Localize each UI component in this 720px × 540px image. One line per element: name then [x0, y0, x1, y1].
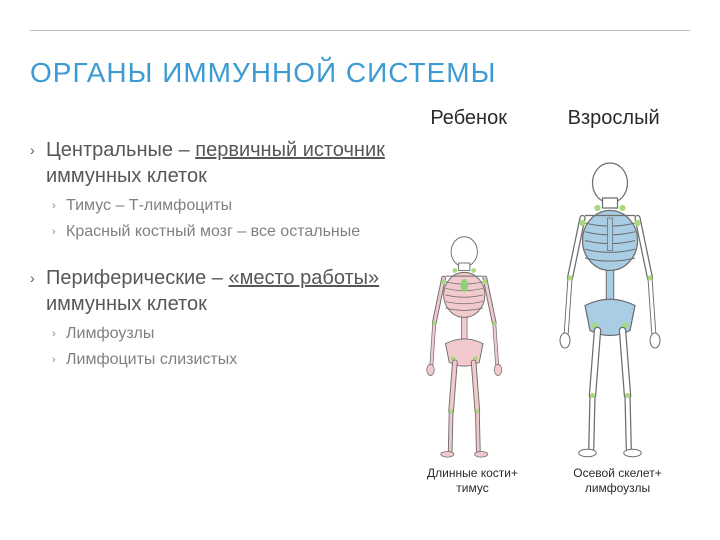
- bullet-marker: ›: [52, 195, 66, 217]
- text-column: › Центральные – первичный источник иммун…: [30, 107, 400, 496]
- top-rule: [30, 30, 690, 31]
- bullet-peripheral-item-1: › Лимфоциты слизистых: [52, 349, 400, 371]
- bullet-marker: ›: [30, 265, 46, 291]
- text-underlined: «место работы»: [229, 267, 380, 289]
- figure-caption-adult: Осевой скелет+ лимфоузлы: [558, 466, 678, 496]
- skeleton-adult: [547, 158, 673, 458]
- text-prefix: Периферические –: [46, 267, 229, 289]
- bullet-marker: ›: [30, 137, 46, 163]
- bullet-label: Центральные – первичный источник иммунны…: [46, 137, 400, 189]
- text-suffix: иммунных клеток: [46, 293, 207, 315]
- figure-header-adult: Взрослый: [568, 107, 660, 130]
- bullet-marker: ›: [52, 323, 66, 345]
- figure-header: Ребенок Взрослый: [400, 107, 690, 130]
- skeleton-child: [417, 233, 512, 458]
- bullet-marker: ›: [52, 221, 66, 243]
- bullet-central: › Центральные – первичный источник иммун…: [30, 137, 400, 189]
- figure-caption: Длинные кости+ тимус Осевой скелет+ лимф…: [400, 466, 690, 496]
- text-prefix: Центральные –: [46, 139, 195, 161]
- page-title: ОРГАНЫ ИММУННОЙ СИСТЕМЫ: [30, 57, 690, 89]
- figure-header-child: Ребенок: [430, 107, 507, 130]
- bullet-marker: ›: [52, 349, 66, 371]
- text-underlined: первичный источник: [195, 139, 385, 161]
- bullet-label: Тимус – Т-лимфоциты: [66, 195, 232, 217]
- bullet-label: Периферические – «место работы» иммунных…: [46, 265, 400, 317]
- bullet-central-item-1: › Красный костный мозг – все остальные: [52, 221, 400, 243]
- bullet-label: Красный костный мозг – все остальные: [66, 221, 360, 243]
- figure-caption-child: Длинные кости+ тимус: [413, 466, 533, 496]
- figure-column: Ребенок Взрослый Длинные кости+ тимус Ос…: [400, 107, 690, 496]
- bullet-central-item-0: › Тимус – Т-лимфоциты: [52, 195, 400, 217]
- bullet-label: Лимфоузлы: [66, 323, 154, 345]
- content-columns: › Центральные – первичный источник иммун…: [30, 107, 690, 496]
- bullet-peripheral-item-0: › Лимфоузлы: [52, 323, 400, 345]
- text-suffix: иммунных клеток: [46, 165, 207, 187]
- bullet-peripheral: › Периферические – «место работы» иммунн…: [30, 265, 400, 317]
- figure-body: [400, 138, 690, 458]
- bullet-label: Лимфоциты слизистых: [66, 349, 237, 371]
